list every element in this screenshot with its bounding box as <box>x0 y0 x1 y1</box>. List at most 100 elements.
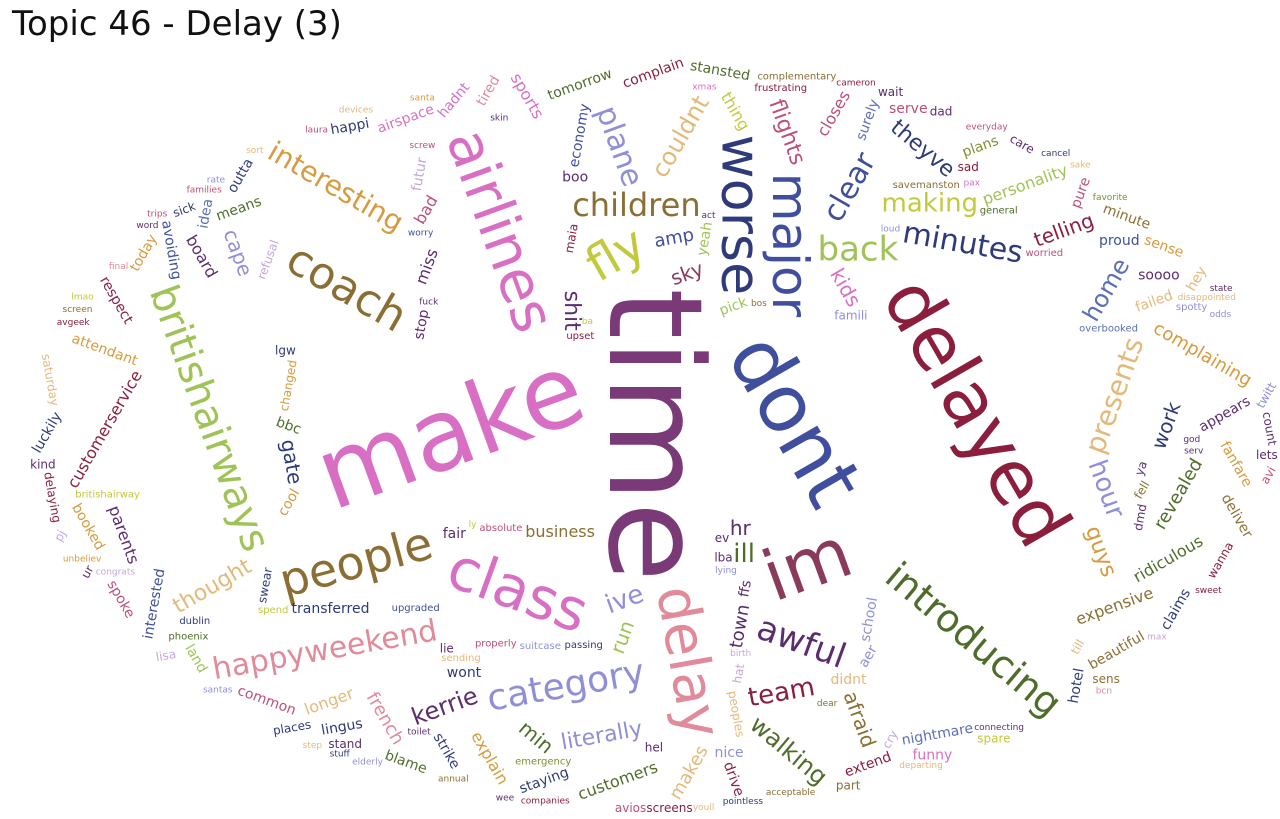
cloud-word-screen: screen <box>63 305 93 315</box>
cloud-word-savemanston: savemanston <box>893 180 960 191</box>
cloud-word-worried: worried <box>1025 248 1063 259</box>
cloud-word-ly: ly <box>469 520 478 530</box>
cloud-word-ill: ill <box>733 539 755 569</box>
cloud-word-sad: sad <box>958 160 979 174</box>
cloud-word-afraid: afraid <box>839 688 881 751</box>
cloud-word-hotel: hotel <box>1066 667 1088 705</box>
cloud-word-attendant: attendant <box>70 331 141 370</box>
cloud-word-hour: hour <box>1082 456 1131 523</box>
cloud-word-plans: plans <box>960 133 1001 161</box>
cloud-word-awful: awful <box>752 608 852 677</box>
cloud-word-dont: dont <box>709 318 880 522</box>
cloud-word-drive: drive <box>720 760 747 799</box>
cloud-word-common: common <box>235 683 298 719</box>
cloud-word-kerrie: kerrie <box>408 681 482 731</box>
cloud-word-ya: ya <box>1132 459 1150 477</box>
cloud-word-spare: spare <box>977 732 1010 746</box>
cloud-word-hadnt: hadnt <box>435 79 474 121</box>
cloud-word-stand: stand <box>328 737 362 751</box>
cloud-word-lba: lba <box>714 550 732 564</box>
cloud-word-avgeek: avgeek <box>57 318 91 328</box>
cloud-word-boo: boo <box>562 169 588 185</box>
cloud-word-absolute: absolute <box>479 523 522 534</box>
cloud-word-congrats: congrats <box>96 568 136 578</box>
cloud-word-delay: delay <box>643 581 734 743</box>
cloud-word-revealed: revealed <box>1150 455 1207 533</box>
cloud-word-hr: hr <box>730 516 752 540</box>
cloud-word-appears: appears <box>1196 393 1253 435</box>
cloud-word-coach: coach <box>278 233 416 342</box>
cloud-word-sort: sort <box>246 146 264 156</box>
cloud-word-lying: lying <box>715 566 737 576</box>
cloud-word-personality: personality <box>980 160 1070 208</box>
cloud-word-claims: claims <box>1158 586 1194 633</box>
cloud-word-ba: ba <box>582 317 593 327</box>
cloud-word-dublin: dublin <box>179 616 210 627</box>
cloud-word-cancel: cancel <box>1041 149 1070 159</box>
cloud-word-beautiful: beautiful <box>1086 628 1148 673</box>
cloud-word-sens: sens <box>1092 672 1120 686</box>
cloud-word-nice: nice <box>715 745 744 761</box>
cloud-word-idea: idea <box>195 198 216 230</box>
cloud-word-connecting: connecting <box>974 723 1024 733</box>
cloud-word-fly: fly <box>576 215 655 293</box>
cloud-word-max: max <box>1147 632 1167 642</box>
cloud-word-wee: wee <box>496 794 515 804</box>
cloud-word-sweet: sweet <box>1195 586 1222 596</box>
cloud-word-act: act <box>702 211 716 221</box>
cloud-word-yeah: yeah <box>694 221 716 258</box>
cloud-word-emergency: emergency <box>515 756 571 767</box>
cloud-word-strike: strike <box>430 730 463 771</box>
cloud-word-telling: telling <box>1030 208 1097 252</box>
cloud-word-final: final <box>109 262 128 272</box>
cloud-word-fuck: fuck <box>419 298 439 308</box>
cloud-word-hat: hat <box>730 662 747 684</box>
cloud-word-fair: fair <box>443 526 466 542</box>
cloud-word-making: making <box>882 189 979 219</box>
cloud-word-guys: guys <box>1080 523 1121 581</box>
cloud-word-aer: aer <box>856 642 881 670</box>
cloud-word-bbc: bbc <box>274 414 303 438</box>
cloud-word-word: word <box>136 221 158 231</box>
cloud-word-sick: sick <box>171 199 198 220</box>
cloud-word-couldnt: couldnt <box>646 91 715 183</box>
cloud-word-saturday: saturday <box>39 353 62 407</box>
cloud-word-introducing: introducing <box>877 553 1070 725</box>
cloud-word-major: major <box>761 173 819 318</box>
cloud-word-futur: futur <box>409 156 431 192</box>
cloud-word-airlines: airlines <box>433 120 569 341</box>
cloud-word-sending: sending <box>441 653 481 664</box>
cloud-word-bad: bad <box>410 192 442 228</box>
cloud-word-serv: serv <box>1184 446 1204 456</box>
cloud-word-im: im <box>752 511 862 618</box>
cloud-word-complain: complain <box>620 55 686 92</box>
cloud-word-french: french <box>362 689 409 749</box>
cloud-word-dmd: dmd <box>1131 503 1149 532</box>
cloud-word-minutes: minutes <box>900 215 1026 271</box>
cloud-word-santa: santa <box>410 94 435 104</box>
cloud-word-customers: customers <box>575 757 660 803</box>
cloud-word-twitt: twitt <box>1253 380 1279 411</box>
cloud-word-children: children <box>572 186 700 224</box>
cloud-word-complaining: complaining <box>1150 318 1256 391</box>
cloud-word-happyweekend: happyweekend <box>210 613 440 687</box>
cloud-word-interesting: interesting <box>262 135 409 239</box>
cloud-word-transferred: transferred <box>292 601 370 617</box>
cloud-word-changed: changed <box>277 359 300 412</box>
cloud-word-thing: thing <box>717 89 754 134</box>
cloud-word-closes: closes <box>813 87 854 139</box>
cloud-word-pointless: pointless <box>723 797 764 807</box>
cloud-word-state: state <box>1210 284 1233 294</box>
cloud-word-properly: properly <box>475 639 517 650</box>
cloud-word-trips: trips <box>147 210 167 220</box>
cloud-word-sake: sake <box>1070 160 1091 170</box>
cloud-word-fell: fell <box>1131 478 1152 501</box>
cloud-word-ive: ive <box>601 579 648 620</box>
cloud-word-wont: wont <box>447 665 482 681</box>
cloud-word-minute: minute <box>1101 201 1153 233</box>
cloud-word-cry: cry <box>879 728 900 751</box>
cloud-word-miss: miss <box>411 246 441 287</box>
cloud-word-lgw: lgw <box>275 344 296 358</box>
cloud-word-team: team <box>746 672 818 713</box>
